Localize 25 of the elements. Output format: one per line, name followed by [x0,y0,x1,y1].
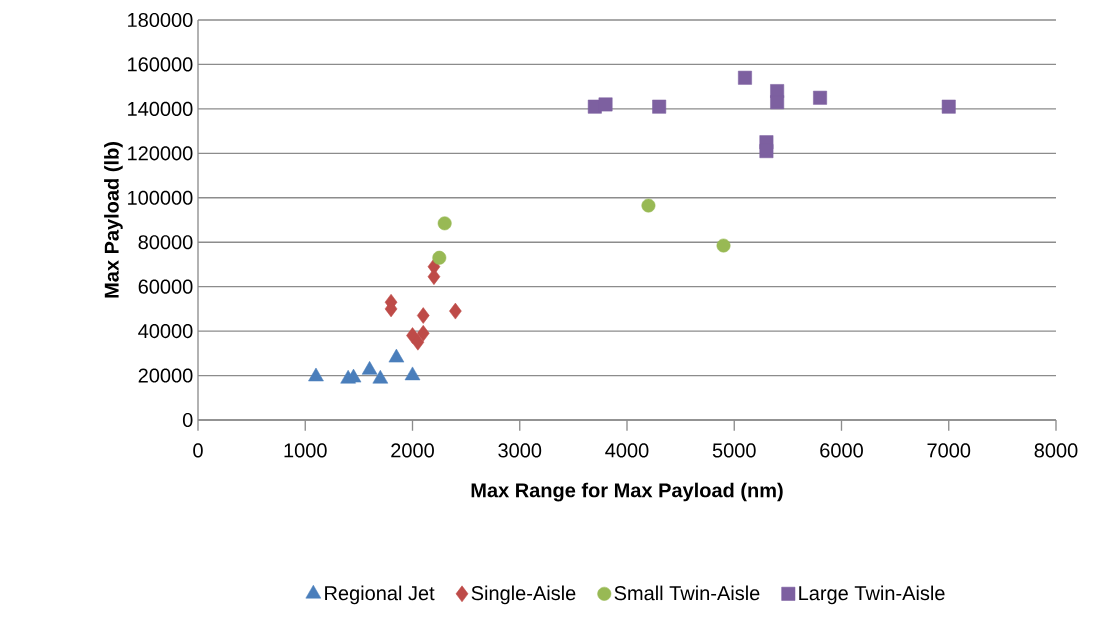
y-tick-label: 40000 [138,324,193,339]
x-tick-label: 5000 [712,443,756,458]
x-tick-label: 7000 [927,443,971,458]
x-tick-label: 4000 [605,443,649,458]
legend-label: Large Twin-Aisle [799,585,945,605]
x-tick-label: 3000 [498,443,542,458]
x-axis-title: Max Range for Max Payload (nm) [471,482,783,502]
y-tick-label: 60000 [138,279,193,294]
y-tick-label: 100000 [128,190,193,205]
y-tick-label: 80000 [138,235,193,250]
legend-label: Single-Aisle [471,585,576,605]
y-axis-title: Max Payload (lb) [104,142,123,298]
x-tick-label: 8000 [1034,443,1078,458]
y-tick-label: 0 [182,412,193,428]
x-tick-label: 0 [193,443,203,458]
y-tick-label: 140000 [128,101,193,116]
y-tick-label: 120000 [128,146,193,161]
legend-label: Small Twin-Aisle [614,585,760,601]
x-tick-label: 1000 [284,443,327,458]
x-tick-label: 6000 [820,443,863,458]
x-tick-label: 2000 [391,443,434,458]
y-tick-label: 160000 [128,57,193,72]
y-tick-label: 180000 [128,12,193,28]
y-tick-label: 20000 [138,368,193,383]
legend-label: Regional Jet [325,585,435,605]
